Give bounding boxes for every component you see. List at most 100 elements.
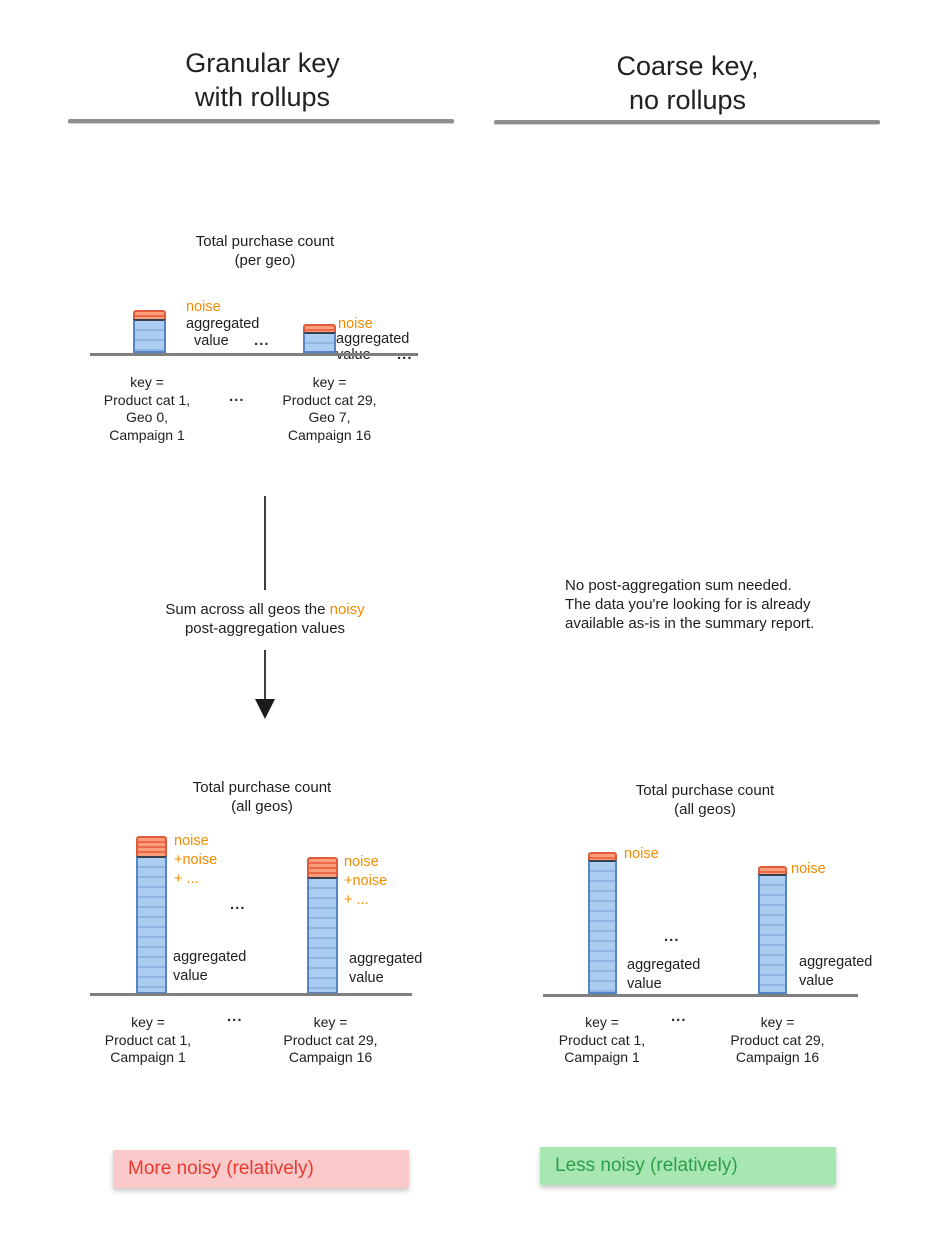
rollup-key-2: key = Product cat 29, Campaign 16 [253,1014,408,1067]
less-noisy-badge: Less noisy (relatively) [540,1147,836,1185]
rollup-bar-2-noise-line2: +noise [344,873,388,889]
per-geo-chart-title-line2: (per geo) [234,252,296,269]
rollup-keys-ellipsis: ... [227,1008,243,1025]
left-column-title-line2: with rollups [194,82,331,112]
rollup-bar-1-noise-segment [136,836,167,856]
coarse-bar-1 [588,852,617,994]
sum-step-label-noisy: noisy [329,601,365,618]
per-geo-key-1-line3: Geo 0, [125,409,169,425]
coarse-keys-ellipsis: ... [671,1008,687,1025]
rollup-bar-1-noise-line2: +noise [174,852,218,868]
coarse-bar-2-agg-label: aggregated value [799,953,872,991]
per-geo-bar-2-noise-label: noise [338,316,373,332]
per-geo-key-1: key = Product cat 1, Geo 0, Campaign 1 [72,374,222,444]
rollup-bar-1-agg-line1: aggregated [173,949,247,965]
no-sum-needed-note-line2: The data you're looking for is already [565,596,811,613]
rollup-bar-1 [136,836,167,994]
no-sum-needed-note-line1: No post-aggregation sum needed. [565,577,792,594]
coarse-bar-2-noise-segment [758,866,787,874]
per-geo-key-2: key = Product cat 29, Geo 7, Campaign 16 [252,374,407,444]
per-geo-bar-1-agg-label-line1: aggregated [186,316,260,332]
coarse-bars-ellipsis: ... [664,928,680,945]
more-noisy-badge-label: More noisy (relatively) [128,1158,314,1179]
rollup-bar-1-noise-line1: noise [174,833,209,849]
rollup-bar-2 [307,857,338,994]
coarse-bar-1-agg-label: aggregated value [627,956,700,994]
no-sum-needed-note-line3: available as-is in the summary report. [565,615,815,632]
rollup-axis-line [90,993,412,996]
no-sum-needed-note: No post-aggregation sum needed. The data… [565,576,814,633]
per-geo-bar-1 [133,310,166,353]
per-geo-bar-1-agg-label-line2: value [194,333,229,349]
right-column-title-line2: no rollups [628,85,747,115]
coarse-bar-1-agg-line1: aggregated [627,957,701,973]
rollup-bar-2-agg-label: aggregated value [349,950,422,988]
rollup-bar-2-noise-segment [307,857,338,877]
per-geo-bar-1-value-segment [133,319,166,353]
rollup-bar-1-value-segment [136,856,167,994]
per-geo-bar-2-value-segment [303,332,336,353]
rollup-bar-1-noise-label: noise +noise + ... [174,832,217,889]
rollup-key-2-line3: Campaign 16 [288,1049,373,1065]
down-arrow-shaft-bottom [264,650,266,699]
rollup-key-1-line1: key = [131,1014,165,1030]
per-geo-key-1-line1: key = [130,374,164,390]
coarse-bar-2-noise-label: noise [791,861,826,877]
coarse-key-1: key = Product cat 1, Campaign 1 [527,1014,677,1067]
rollup-key-1-line2: Product cat 1, [104,1031,192,1048]
rollup-bar-2-noise-label: noise +noise + ... [344,853,387,910]
rollup-bar-1-agg-label: aggregated value [173,948,246,986]
more-noisy-badge: More noisy (relatively) [113,1150,409,1188]
coarse-bar-1-agg-line2: value [627,976,662,992]
right-header-divider [494,120,880,125]
sum-step-label: Sum across all geos the noisy post-aggre… [115,600,415,638]
coarse-key-1-line2: Product cat 1, [558,1031,646,1048]
coarse-key-1-line1: key = [585,1014,619,1030]
rollup-bar-2-agg-line2: value [349,970,384,986]
per-geo-bar-2-agg-label-line1: aggregated [336,331,410,347]
rollup-bar-2-agg-line1: aggregated [349,951,423,967]
right-column-title-line1: Coarse key, [616,51,759,81]
rollup-key-1: key = Product cat 1, Campaign 1 [73,1014,223,1067]
per-geo-bar-1-ellipsis: ... [254,332,270,349]
left-column-title: Granular key with rollups [70,46,455,114]
per-geo-key-2-line1: key = [312,374,347,390]
per-geo-bar-1-noise-segment [133,310,166,319]
coarse-bar-2-agg-line2: value [799,973,834,989]
per-geo-key-2-line3: Geo 7, [308,409,351,425]
rollup-bars-ellipsis: ... [230,896,246,913]
per-geo-key-2-line2: Product cat 29, [282,391,377,408]
sum-step-label-line1: Sum across all geos the noisy [115,600,415,619]
sum-step-label-prefix: Sum across all geos the [165,601,330,618]
less-noisy-badge-label: Less noisy (relatively) [555,1155,738,1176]
sum-step-label-line2: post-aggregation values [184,620,346,637]
rollup-key-1-line3: Campaign 1 [110,1049,186,1065]
rollup-bar-2-noise-line1: noise [344,854,379,870]
rollup-key-2-line1: key = [313,1014,348,1030]
left-column-title-line1: Granular key [185,48,340,78]
per-geo-axis-line [90,353,418,356]
rollup-bar-2-noise-line3: + ... [344,892,369,908]
coarse-bar-1-noise-segment [588,852,617,860]
coarse-axis-line [543,994,858,997]
coarse-key-2-line2: Product cat 29, [730,1031,825,1048]
rollup-chart-title-line2: (all geos) [231,798,293,815]
per-geo-keys-ellipsis: ... [229,388,245,405]
per-geo-bar-2 [303,324,336,353]
per-geo-key-1-line4: Campaign 1 [109,426,185,443]
rollup-bar-1-noise-line3: + ... [174,871,199,887]
rollup-chart-title: Total purchase count (all geos) [142,778,382,816]
right-column-title: Coarse key, no rollups [495,49,880,117]
coarse-chart-title-line2: (all geos) [674,801,736,818]
coarse-bar-2-value-segment [758,874,787,994]
rollup-key-2-line2: Product cat 29, [283,1031,378,1048]
rollup-bar-2-value-segment [307,877,338,994]
down-arrow-shaft-top [264,496,266,590]
coarse-bar-1-value-segment [588,860,617,994]
coarse-key-1-line3: Campaign 1 [564,1049,640,1065]
per-geo-key-1-line2: Product cat 1, [103,391,191,408]
per-geo-key-2-line4: Campaign 16 [287,426,372,443]
rollup-chart-title-line1: Total purchase count [192,779,332,796]
down-arrow-icon [255,699,275,719]
coarse-bar-2-agg-line1: aggregated [799,954,873,970]
